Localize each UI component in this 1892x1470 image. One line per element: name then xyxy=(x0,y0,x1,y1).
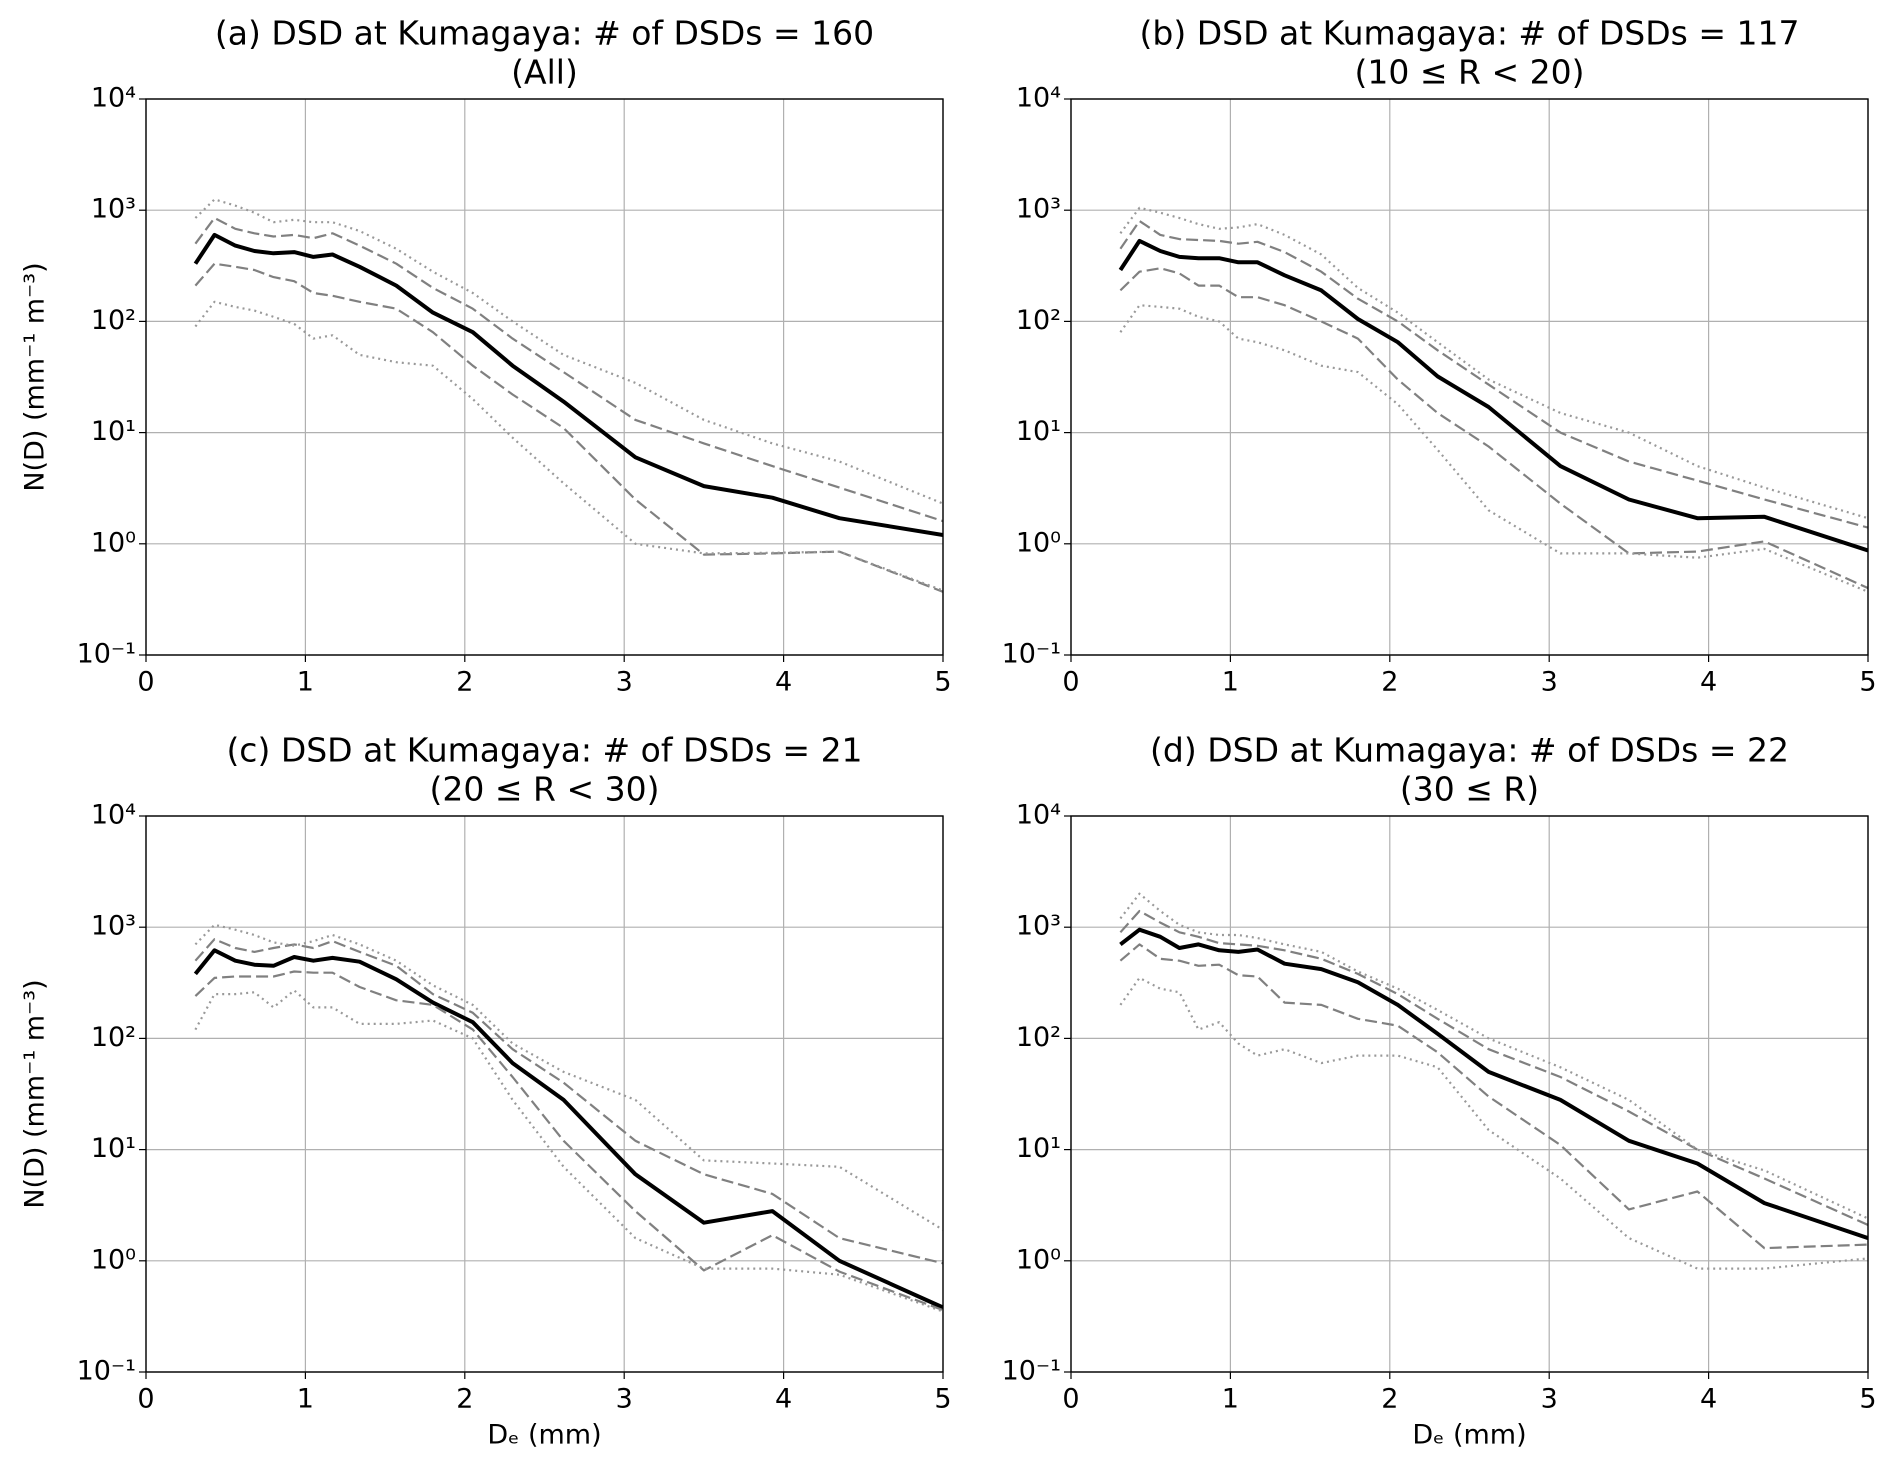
x-axis-label: Dₑ (mm) xyxy=(1412,1420,1526,1451)
y-tick-label: 10¹ xyxy=(1016,416,1061,447)
y-tick-label: 10⁴ xyxy=(1016,83,1061,114)
y-tick-label: 10² xyxy=(91,1022,136,1053)
y-tick-label: 10³ xyxy=(91,194,136,225)
data-line xyxy=(1119,304,1868,593)
x-tick-label: 4 xyxy=(1700,667,1717,698)
x-tick-label: 1 xyxy=(297,667,314,698)
x-tick-label: 0 xyxy=(1062,1384,1079,1415)
y-tick-label: 10⁻¹ xyxy=(1002,1356,1061,1387)
x-tick-label: 4 xyxy=(775,1384,792,1415)
y-tick-label: 10³ xyxy=(1016,911,1061,942)
subplot-title: (d) DSD at Kumagaya: # of DSDs = 22 xyxy=(1150,731,1789,770)
data-line xyxy=(194,923,943,1231)
x-tick-label: 1 xyxy=(1222,667,1239,698)
data-line xyxy=(1119,267,1868,590)
y-tick-label: 10⁻¹ xyxy=(77,1356,136,1387)
data-line xyxy=(194,262,943,593)
y-tick-label: 10⁴ xyxy=(91,800,136,831)
y-tick-label: 10⁴ xyxy=(91,83,136,114)
axes-frame xyxy=(145,98,944,656)
subplot-subtitle: (All) xyxy=(511,53,578,92)
x-tick-label: 2 xyxy=(1381,667,1398,698)
y-tick-label: 10⁻¹ xyxy=(77,639,136,670)
x-tick-label: 3 xyxy=(1541,667,1558,698)
x-tick-label: 1 xyxy=(297,1384,314,1415)
x-tick-label: 3 xyxy=(616,667,633,698)
data-line xyxy=(1119,206,1868,520)
x-tick-label: 1 xyxy=(1222,1384,1239,1415)
x-tick-label: 4 xyxy=(1700,1384,1717,1415)
x-tick-label: 0 xyxy=(137,667,154,698)
y-tick-label: 10³ xyxy=(1016,194,1061,225)
subplot-subtitle: (20 ≤ R < 30) xyxy=(430,770,660,809)
subplot-title: (a) DSD at Kumagaya: # of DSDs = 160 xyxy=(215,14,874,53)
y-axis-label: N(D) (mm⁻¹ m⁻³) xyxy=(20,979,51,1208)
subplot: (b) DSD at Kumagaya: # of DSDs = 117(10 … xyxy=(1002,14,1877,698)
x-tick-label: 5 xyxy=(1859,1384,1876,1415)
y-tick-label: 10⁰ xyxy=(1016,1244,1061,1275)
axes-frame xyxy=(145,815,944,1373)
data-line xyxy=(1118,238,1868,553)
subplot-subtitle: (10 ≤ R < 20) xyxy=(1355,53,1585,92)
data-line xyxy=(193,948,943,1310)
data-line xyxy=(1119,943,1868,1250)
x-tick-label: 5 xyxy=(934,1384,951,1415)
y-tick-label: 10⁻¹ xyxy=(1002,639,1061,670)
data-line xyxy=(194,216,943,523)
data-line xyxy=(1119,976,1868,1270)
x-axis-label: Dₑ (mm) xyxy=(487,1420,601,1451)
data-line xyxy=(194,300,943,592)
y-tick-label: 10² xyxy=(1016,1022,1061,1053)
axes-frame xyxy=(1070,815,1869,1373)
y-tick-label: 10² xyxy=(91,305,136,336)
y-axis-label: N(D) (mm⁻¹ m⁻³) xyxy=(20,262,51,491)
subplot-title: (b) DSD at Kumagaya: # of DSDs = 117 xyxy=(1140,14,1800,53)
y-tick-label: 10⁰ xyxy=(91,1244,136,1275)
x-tick-label: 0 xyxy=(1062,667,1079,698)
y-tick-label: 10⁴ xyxy=(1016,800,1061,831)
data-line xyxy=(193,232,943,537)
y-tick-label: 10¹ xyxy=(1016,1133,1061,1164)
x-tick-label: 2 xyxy=(456,1384,473,1415)
y-tick-label: 10¹ xyxy=(91,416,136,447)
x-tick-label: 0 xyxy=(137,1384,154,1415)
y-tick-label: 10³ xyxy=(91,911,136,942)
x-tick-label: 2 xyxy=(1381,1384,1398,1415)
x-tick-label: 5 xyxy=(934,667,951,698)
y-tick-label: 10⁰ xyxy=(91,527,136,558)
y-tick-label: 10¹ xyxy=(91,1133,136,1164)
x-tick-label: 4 xyxy=(775,667,792,698)
data-line xyxy=(1119,892,1868,1220)
subplot: (c) DSD at Kumagaya: # of DSDs = 21(20 ≤… xyxy=(20,731,952,1451)
subplot: (d) DSD at Kumagaya: # of DSDs = 22(30 ≤… xyxy=(1002,731,1877,1451)
subplot-subtitle: (30 ≤ R) xyxy=(1400,770,1539,809)
data-line xyxy=(194,198,943,505)
y-tick-label: 10² xyxy=(1016,305,1061,336)
data-line xyxy=(1119,927,1868,1240)
data-line xyxy=(1119,909,1868,1227)
subplot: (a) DSD at Kumagaya: # of DSDs = 160(All… xyxy=(20,14,952,698)
x-tick-label: 2 xyxy=(456,667,473,698)
x-tick-label: 3 xyxy=(616,1384,633,1415)
x-tick-label: 5 xyxy=(1859,667,1876,698)
data-line xyxy=(194,970,943,1312)
y-tick-label: 10⁰ xyxy=(1016,527,1061,558)
axes-frame xyxy=(1070,98,1869,656)
subplot-title: (c) DSD at Kumagaya: # of DSDs = 21 xyxy=(226,731,862,770)
data-line xyxy=(194,938,943,1265)
x-tick-label: 3 xyxy=(1541,1384,1558,1415)
data-line xyxy=(1119,219,1868,529)
